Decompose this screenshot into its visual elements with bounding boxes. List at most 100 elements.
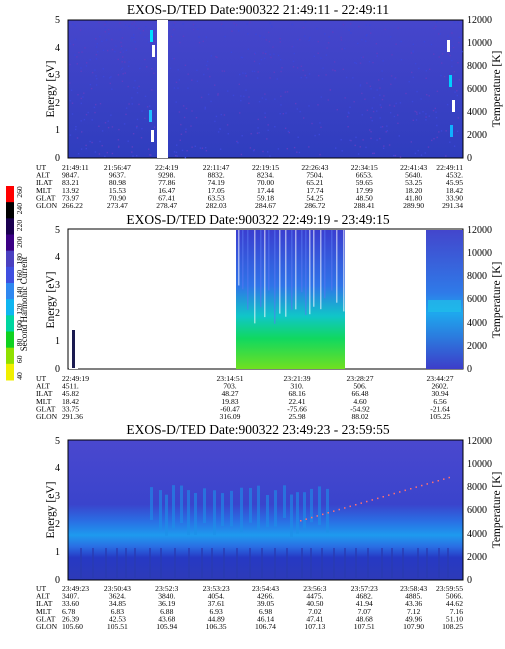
noise-streak (452, 100, 455, 112)
noise-speck (435, 25, 437, 27)
panel-1-y2tick: 2000 (467, 130, 487, 141)
texture-stripe (249, 487, 252, 523)
texture-stripe (249, 548, 251, 578)
ephemeris-value: 18.42 (62, 397, 79, 406)
noise-speck (277, 54, 280, 57)
noise-speck (241, 135, 243, 137)
noise-speck (400, 59, 403, 61)
noise-speck (288, 131, 290, 134)
noise-speck (80, 70, 82, 72)
ephemeris-value: 22:49:11 (436, 163, 463, 172)
noise-speck (198, 36, 200, 38)
noise-speck (180, 123, 182, 126)
noise-speck (336, 109, 338, 111)
noise-speck (111, 88, 113, 90)
noise-speck (224, 35, 226, 38)
noise-speck (332, 31, 334, 33)
noise-speck (115, 45, 117, 47)
noise-speck (153, 126, 156, 128)
noise-speck (127, 65, 130, 67)
noise-speck (296, 151, 298, 153)
noise-speck (187, 87, 189, 89)
noise-speck (195, 117, 198, 119)
noise-speck (123, 123, 126, 125)
noise-speck (177, 87, 179, 89)
noise-speck (175, 151, 178, 153)
panel-3-ephemeris: UTALTILATMLTGLATGLON23:49:233407.33.606.… (36, 584, 463, 631)
noise-speck (416, 111, 418, 113)
noise-speck (101, 40, 103, 42)
panel-3-title: EXOS-D/TED Date:900322 23:49:23 - 23:59:… (126, 422, 389, 437)
noise-speck (191, 79, 193, 81)
ephemeris-row-label: ILAT (36, 599, 53, 608)
noise-speck (279, 113, 281, 115)
noise-speck (445, 130, 447, 132)
noise-speck (381, 70, 383, 72)
noise-speck (139, 32, 142, 34)
noise-speck (173, 87, 176, 89)
noise-speck (256, 132, 259, 134)
noise-speck (241, 56, 244, 59)
noise-speck (205, 150, 208, 152)
ephemeris-value: 4266. (257, 592, 274, 601)
noise-speck (87, 111, 89, 114)
ephemeris-value: 3840. (158, 592, 175, 601)
noise-speck (132, 133, 135, 135)
noise-speck (303, 117, 305, 119)
noise-speck (183, 116, 186, 119)
noise-speck (366, 82, 368, 84)
noise-speck (325, 74, 327, 76)
noise-speck (451, 59, 453, 62)
noise-speck (280, 70, 282, 73)
noise-speck (117, 139, 120, 141)
texture-stripe (188, 548, 190, 578)
noise-speck (131, 23, 133, 25)
noise-speck (236, 140, 238, 143)
noise-speck (131, 37, 133, 39)
ephemeris-value: 42.53 (109, 614, 126, 623)
ephemeris-value: 26.39 (62, 614, 79, 623)
noise-streak (149, 110, 152, 122)
ephemeris-value: 4.60 (353, 397, 366, 406)
noise-speck (89, 83, 92, 86)
noise-speck (110, 76, 112, 78)
ephemeris-value: 278.47 (156, 201, 177, 210)
noise-speck (267, 124, 269, 126)
noise-speck (172, 34, 174, 36)
noise-speck (371, 120, 373, 122)
streak (291, 230, 293, 310)
noise-speck (99, 140, 101, 143)
ephemeris-value: 77.86 (158, 178, 175, 187)
texture-stripe (257, 485, 260, 530)
ephemeris-value: 48.50 (356, 193, 373, 202)
noise-speck (196, 69, 198, 71)
panel-1-y2tick: 8000 (467, 61, 487, 72)
noise-speck (133, 86, 135, 89)
noise-speck (395, 102, 397, 105)
panel-1-ytick: 1 (55, 125, 60, 136)
texture-stripe (240, 487, 243, 533)
ephemeris-value: 83.21 (62, 178, 79, 187)
noise-speck (217, 131, 220, 133)
noise-speck (438, 33, 440, 35)
noise-speck (436, 21, 438, 23)
noise-speck (172, 24, 175, 26)
ephemeris-value: 23:14:51 (216, 374, 243, 383)
noise-speck (230, 51, 233, 53)
noise-speck (258, 63, 261, 65)
noise-speck (221, 70, 223, 72)
colorbar-swatch (6, 218, 14, 235)
ephemeris-row-label: GLON (36, 201, 58, 210)
noise-speck (98, 153, 101, 155)
noise-speck (121, 80, 124, 82)
panel-3-ytick: 0 (55, 575, 60, 586)
ephemeris-value: 17.99 (356, 186, 373, 195)
noise-speck (456, 130, 459, 132)
noise-speck (107, 126, 110, 129)
texture-stripe (165, 494, 168, 536)
ephemeris-row-label: ALT (36, 592, 50, 601)
noise-speck (144, 117, 146, 119)
noise-speck (292, 66, 295, 68)
texture-dot (377, 497, 379, 500)
noise-speck (136, 127, 138, 129)
